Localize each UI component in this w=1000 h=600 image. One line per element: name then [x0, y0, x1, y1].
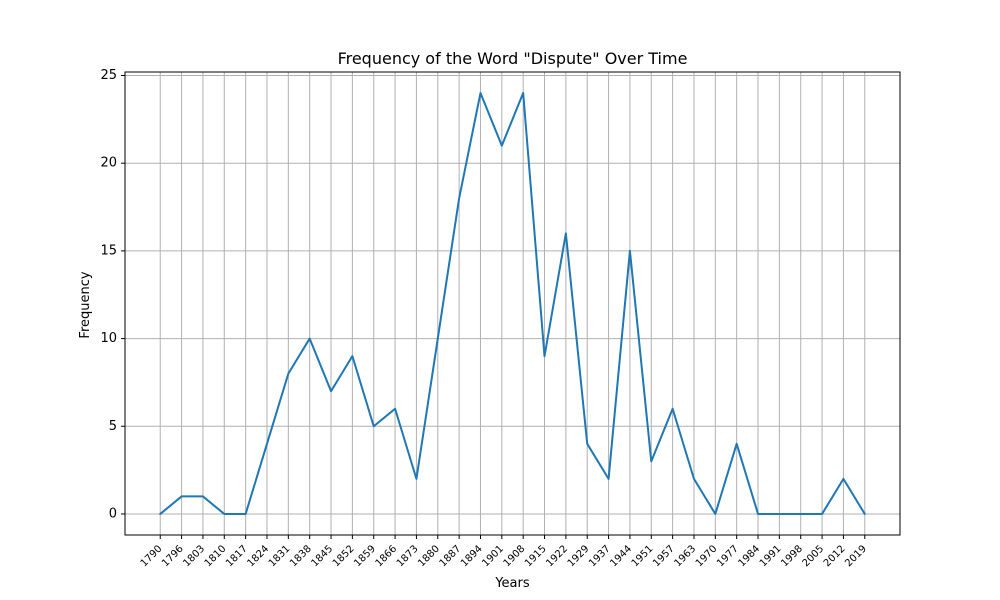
data-point [373, 425, 375, 427]
y-tick-label: 20 [100, 156, 117, 171]
data-point [650, 460, 652, 462]
data-point [800, 513, 802, 515]
y-tick-label: 5 [109, 419, 117, 434]
data-point [501, 145, 503, 147]
data-point [287, 373, 289, 375]
data-point [202, 495, 204, 497]
data-point [672, 408, 674, 410]
data-point [522, 92, 524, 94]
data-point [714, 513, 716, 515]
data-point [629, 250, 631, 252]
data-point [757, 513, 759, 515]
y-tick-label: 10 [100, 331, 117, 346]
data-point [544, 355, 546, 357]
y-axis-label: Frequency [78, 271, 93, 338]
data-point [736, 443, 738, 445]
data-point [159, 513, 161, 515]
series-line [159, 92, 866, 515]
data-point [351, 355, 353, 357]
grid-layer [125, 72, 900, 535]
data-point [608, 478, 610, 480]
data-point [864, 513, 866, 515]
data-point [245, 513, 247, 515]
data-point [693, 478, 695, 480]
x-axis-label: Years [494, 576, 530, 591]
data-point [266, 443, 268, 445]
data-point [565, 232, 567, 234]
data-point [821, 513, 823, 515]
data-point [394, 408, 396, 410]
data-point [842, 478, 844, 480]
y-tick-label: 25 [100, 68, 117, 83]
chart-title: Frequency of the Word "Dispute" Over Tim… [338, 49, 688, 68]
data-point [458, 197, 460, 199]
data-point [181, 495, 183, 497]
data-point [479, 92, 481, 94]
data-point [437, 338, 439, 340]
data-point [223, 513, 225, 515]
axes-frame [124, 71, 901, 536]
data-point [778, 513, 780, 515]
data-point [415, 478, 417, 480]
data-point [586, 443, 588, 445]
data-point [309, 338, 311, 340]
y-tick-label: 15 [100, 243, 117, 258]
series-layer [159, 92, 866, 515]
data-point [330, 390, 332, 392]
y-tick-label: 0 [109, 506, 117, 521]
